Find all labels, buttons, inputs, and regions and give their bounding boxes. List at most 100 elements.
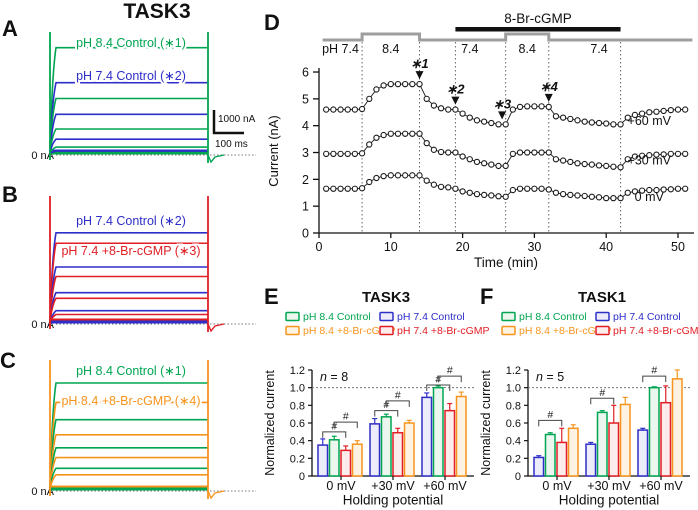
- bar: [392, 431, 404, 477]
- x-tick-label: 40: [599, 240, 613, 254]
- arrowhead-icon: [544, 93, 553, 102]
- scale-current-label: 1000 nA: [218, 114, 256, 125]
- current-trace: [49, 46, 208, 154]
- star-label: ∗1: [410, 56, 428, 71]
- bar: [567, 427, 579, 477]
- bar: [328, 439, 340, 477]
- category-label: +30 mV: [587, 479, 631, 493]
- legend-label: pH 8.4 +8-Br-cGMP: [303, 325, 396, 337]
- significance-label: #: [343, 411, 349, 423]
- y-tick-label: 3: [302, 146, 309, 160]
- bars: 0 mV +30 mV +60 mV: [317, 385, 467, 493]
- y-tick-label: 1.0: [290, 383, 305, 395]
- zero-label: 0 nA: [31, 319, 54, 331]
- y-tick-label: 2: [302, 173, 309, 187]
- bar: [637, 429, 649, 477]
- bar: [648, 386, 660, 477]
- ph-label: 7.4: [461, 42, 478, 56]
- ph-label: pH 7.4: [322, 42, 359, 56]
- y-tick-label: 4: [302, 119, 309, 133]
- zero-label: 0 nA: [31, 150, 54, 162]
- current-trace: [49, 97, 208, 154]
- y-tick-label: 0: [515, 471, 521, 483]
- x-axis-label: Holding potential: [343, 493, 444, 508]
- data-series: 0 mV: [323, 172, 689, 204]
- bar: [619, 403, 631, 477]
- panel-d-timecourse-plot: 8-Br-cGMP pH 7.4 8.4 7.4 8.4 7.4 0 1 2 3 4 5 6 0 10 20 3…: [266, 11, 694, 270]
- current-trace: [49, 418, 208, 490]
- bar: [369, 423, 381, 477]
- arrowhead-icon: [498, 111, 507, 120]
- n-label: n = 5: [536, 370, 564, 384]
- star-annotation: ∗1: [410, 56, 429, 80]
- category-label: +60 mV: [423, 479, 467, 493]
- x-tick-label: 0: [316, 240, 323, 254]
- significance-bracket: #: [437, 365, 462, 383]
- y-tick-label: 0.6: [506, 418, 521, 430]
- significance-bracket: #: [590, 387, 615, 405]
- significance-label: #: [547, 409, 553, 421]
- panel-a-label: A: [2, 16, 18, 41]
- significance-label: #: [651, 365, 657, 377]
- y-axis-label: Normalized current: [263, 370, 277, 476]
- category-label: +60 mV: [639, 479, 683, 493]
- current-trace: [49, 401, 208, 490]
- bar: [544, 433, 556, 477]
- ph-label: 8.4: [382, 42, 399, 56]
- significance-bracket: #: [385, 389, 410, 407]
- figure-title: TASK3: [123, 0, 191, 23]
- y-tick-label: 0.4: [506, 436, 521, 448]
- y-tick-label: 0: [299, 471, 305, 483]
- data-series: +30 mV: [323, 130, 689, 171]
- panel-d-label: D: [264, 10, 280, 35]
- x-axis-label: Holding potential: [559, 493, 660, 508]
- condition-label: pH 8.4 +8-Br-cGMP (∗4): [61, 394, 200, 408]
- category-label: 0 mV: [542, 479, 572, 493]
- bar: [403, 422, 415, 477]
- bars: 0 mV +30 mV +60 mV: [533, 369, 683, 493]
- bar: [317, 444, 329, 477]
- significance-bracket: #: [538, 409, 563, 427]
- legend-swatch: [595, 311, 610, 322]
- condition-label: pH 7.4 Control (∗2): [76, 69, 186, 83]
- arrowhead-icon: [415, 71, 424, 80]
- bar: [533, 456, 545, 477]
- panel-b-label: B: [2, 182, 18, 207]
- y-tick-label: 0.4: [290, 436, 305, 448]
- bar: [608, 422, 620, 477]
- timecourse-plot: 8-Br-cGMP pH 7.4 8.4 7.4 8.4 7.4: [322, 11, 693, 233]
- chart-title: TASK3: [362, 289, 410, 306]
- x-tick-label: 50: [671, 240, 685, 254]
- y-tick-label: 1.2: [290, 365, 305, 377]
- tail-current: [207, 154, 225, 164]
- y-tick-label: 1.0: [506, 383, 521, 395]
- bar: [455, 395, 467, 477]
- y-tick-label: 0.2: [506, 453, 521, 465]
- x-axis-label: Time (min): [474, 255, 538, 270]
- y-tick-label: 1.2: [506, 365, 521, 377]
- ph-label: 8.4: [519, 42, 536, 56]
- scale-time-label: 100 ms: [215, 139, 248, 150]
- bar: [380, 416, 392, 477]
- panel-b-current-traces: 0 nA pH 7.4 Control (∗2) pH 7.4 +8-Br-cGMP…: [31, 196, 256, 333]
- y-axis-label: Normalized current: [479, 370, 493, 476]
- voltage-label: +60 mV: [628, 114, 672, 128]
- significance-bracket: #: [333, 411, 358, 429]
- zero-label: 0 nA: [31, 486, 54, 498]
- ph-bar: [322, 32, 693, 42]
- current-trace: [49, 81, 208, 154]
- star-annotation: ∗2: [446, 82, 465, 105]
- panel-f-label: F: [480, 284, 494, 309]
- data-series: +60 mV: [323, 80, 689, 128]
- x-tick-label: 10: [384, 240, 398, 254]
- legend-swatch: [285, 325, 300, 336]
- cgmp-bar: [455, 27, 621, 32]
- ph-label: 7.4: [590, 42, 607, 56]
- chart-title: TASK1: [578, 289, 626, 306]
- legend-swatch: [285, 311, 300, 322]
- bar: [432, 386, 444, 477]
- legend-label: pH 8.4 Control: [303, 311, 371, 323]
- bar: [444, 409, 456, 477]
